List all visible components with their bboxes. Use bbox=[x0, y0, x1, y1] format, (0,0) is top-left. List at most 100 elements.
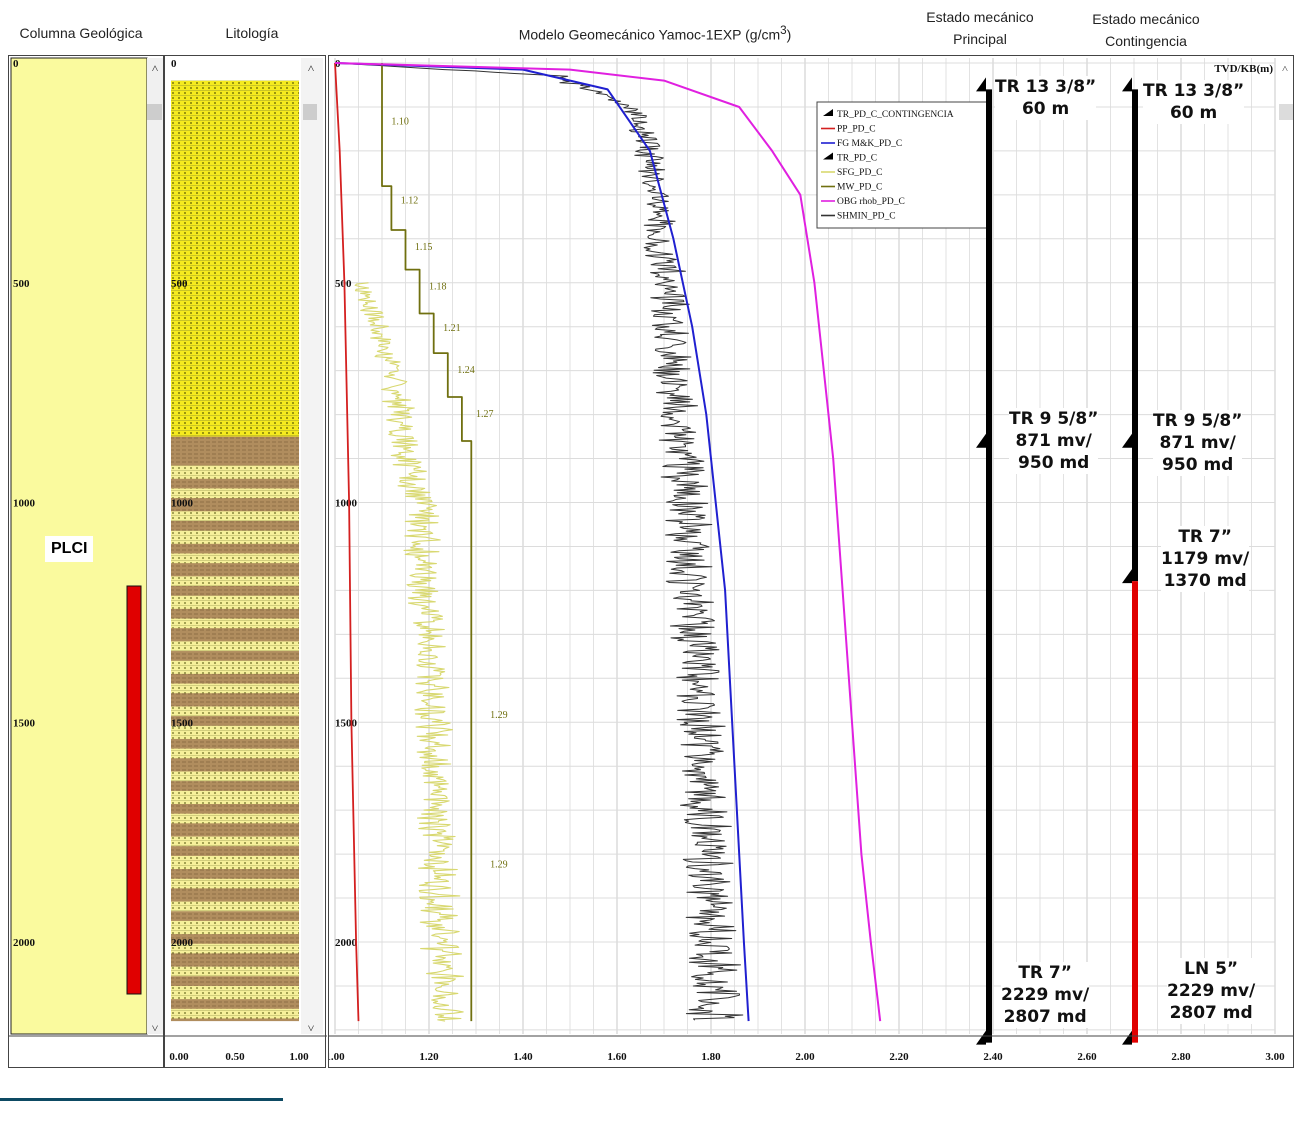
mw-annotation: 1.29 bbox=[490, 859, 508, 870]
casing-label-line: 60 m bbox=[1021, 99, 1070, 119]
x-tick-label: 2.80 bbox=[1171, 1051, 1191, 1063]
lith-band bbox=[171, 934, 299, 945]
lith-band bbox=[171, 455, 299, 467]
lith-band bbox=[171, 344, 299, 358]
casing-shoe-contingencia bbox=[1122, 1030, 1132, 1045]
lith-scroll-up-icon[interactable]: ˄ bbox=[308, 61, 315, 75]
geo-scroll-down-icon[interactable]: ˅ bbox=[152, 1021, 159, 1035]
casing-label-line: 60 m bbox=[1169, 103, 1218, 123]
legend-shoe-icon bbox=[823, 109, 833, 116]
lith-band bbox=[171, 172, 299, 187]
casing-label: TR 9 5/8” 871 mv/950 md bbox=[1009, 408, 1099, 474]
chart-scroll-up-icon[interactable]: ˄ bbox=[1282, 63, 1288, 75]
lith-band bbox=[171, 530, 299, 545]
chart-legend: TR_PD_C_CONTINGENCIA PP_PD_C FG M&K_PD_C TR… bbox=[816, 101, 988, 229]
lith-band bbox=[171, 331, 299, 345]
lith-band bbox=[171, 120, 299, 134]
series-pp bbox=[334, 62, 360, 1022]
casing-label: TR 7” 1179 mv/1370 md bbox=[1161, 526, 1250, 592]
lith-depth-ticks: 0 500 1000 1500 2000 bbox=[171, 58, 194, 949]
lith-band bbox=[171, 725, 299, 740]
geological-column-panel: ˄ ˅ 0 500 1000 1500 2000 PLCI bbox=[8, 55, 165, 1068]
y-tick-label: 1000 bbox=[335, 498, 358, 510]
casing-contingencia-string bbox=[1132, 89, 1138, 582]
geo-depth-label: 2000 bbox=[13, 937, 36, 949]
series-mw bbox=[381, 63, 473, 1022]
lith-band bbox=[171, 1008, 299, 1019]
geo-scroll-track[interactable] bbox=[147, 58, 163, 1034]
geo-depth-label: 1500 bbox=[13, 717, 36, 729]
legend-entry: OBG rhob_PD_C bbox=[837, 197, 905, 207]
lith-band bbox=[171, 716, 299, 727]
geomechanical-chart-panel: 1.00 1.20 1.40 1.60 1.80 2.00 2.20 2.40 2.60 2.80… bbox=[325, 55, 1294, 1068]
chart-scroll-thumb[interactable] bbox=[1279, 104, 1293, 120]
lith-band bbox=[171, 706, 299, 717]
legend-entry: TR_PD_C_CONTINGENCIA bbox=[837, 110, 954, 120]
legend-entry: MW_PD_C bbox=[837, 183, 882, 193]
lith-band bbox=[171, 410, 299, 424]
casing-label-line: TR 9 5/8” bbox=[1153, 411, 1243, 431]
casing-label-line: TR 13 3/8” bbox=[1143, 81, 1245, 101]
casing-label-line: 2229 mv/ bbox=[1167, 981, 1256, 1001]
lith-scroll-track[interactable] bbox=[301, 58, 323, 1034]
header-estado-principal-line1: Estado mecánico bbox=[926, 9, 1034, 25]
geological-column-svg: ˄ ˅ 0 500 1000 1500 2000 bbox=[9, 57, 165, 1037]
lith-band bbox=[171, 911, 299, 922]
lith-band bbox=[171, 370, 299, 385]
mw-annotation: 1.21 bbox=[443, 323, 461, 334]
casing-label: TR 7” 2229 mv/2807 md bbox=[1001, 962, 1090, 1028]
geo-scroll-up-icon[interactable]: ˄ bbox=[152, 61, 159, 75]
chart-annotations: 1.10 1.12 1.15 1.18 1.21 1.24 1.27 1.29 1.29 bbox=[391, 117, 507, 871]
mw-annotation: 1.10 bbox=[391, 117, 409, 128]
casing-label: TR 13 3/8” 60 m bbox=[1143, 80, 1245, 124]
lith-band bbox=[171, 976, 299, 987]
lith-band bbox=[171, 693, 299, 707]
lith-band bbox=[171, 920, 299, 935]
casing-label-line: 1179 mv/ bbox=[1161, 549, 1250, 569]
geo-scroll-thumb[interactable] bbox=[147, 104, 162, 120]
formation-label: PLCI bbox=[45, 536, 94, 562]
casing-principal-string bbox=[986, 89, 992, 1043]
geo-scrollbar[interactable]: ˄ ˅ bbox=[147, 58, 163, 1035]
x-tick-label: 1.00 bbox=[329, 1051, 345, 1063]
lith-band bbox=[171, 641, 299, 652]
lith-band bbox=[171, 985, 299, 1000]
lith-band bbox=[171, 498, 299, 512]
mw-annotation: 1.18 bbox=[429, 281, 447, 292]
mw-annotation: 1.24 bbox=[457, 365, 475, 376]
lith-band bbox=[171, 553, 299, 564]
lith-band bbox=[171, 673, 299, 685]
lith-band bbox=[171, 251, 299, 266]
lith-band bbox=[171, 383, 299, 398]
lith-band bbox=[171, 790, 299, 805]
lith-scroll-thumb[interactable] bbox=[303, 104, 317, 120]
series-fg bbox=[334, 62, 750, 1022]
header-estado-principal: Estado mecánico Principal bbox=[900, 6, 1060, 50]
geo-depth-label: 0 bbox=[13, 58, 19, 70]
x-tick-label: 2.00 bbox=[795, 1051, 815, 1063]
legend-entry: PP_PD_C bbox=[837, 125, 876, 135]
casing-label: TR 9 5/8” 871 mv/950 md bbox=[1153, 410, 1243, 476]
lith-band bbox=[171, 199, 299, 213]
lith-band bbox=[171, 846, 299, 857]
lith-band bbox=[171, 966, 299, 977]
header-estado-contingencia-line1: Estado mecánico bbox=[1092, 11, 1200, 27]
legend-entry: TR_PD_C bbox=[837, 154, 877, 164]
x-tick-label: 2.60 bbox=[1077, 1051, 1097, 1063]
chart-series bbox=[334, 62, 882, 1022]
lith-scrollbar[interactable]: ˄ ˅ bbox=[301, 58, 323, 1035]
lith-band bbox=[171, 901, 299, 912]
casing-label-line: 950 md bbox=[1018, 453, 1090, 473]
lith-band bbox=[171, 738, 299, 750]
casing-label-line: TR 9 5/8” bbox=[1009, 409, 1099, 429]
x-tick-label: 3.00 bbox=[1265, 1051, 1285, 1063]
lith-band bbox=[171, 943, 299, 954]
casing-shoe-contingencia bbox=[1122, 569, 1132, 584]
x-tick-label: 2.20 bbox=[889, 1051, 909, 1063]
lith-band bbox=[171, 888, 299, 903]
x-tick-label: 1.40 bbox=[513, 1051, 533, 1063]
lith-depth-label: 2000 bbox=[171, 937, 194, 949]
geomechanical-chart: 1.00 1.20 1.40 1.60 1.80 2.00 2.20 2.40 2.60 2.80… bbox=[325, 58, 1294, 1063]
series-shmin bbox=[334, 62, 744, 1021]
lith-scroll-down-icon[interactable]: ˅ bbox=[308, 1021, 315, 1035]
